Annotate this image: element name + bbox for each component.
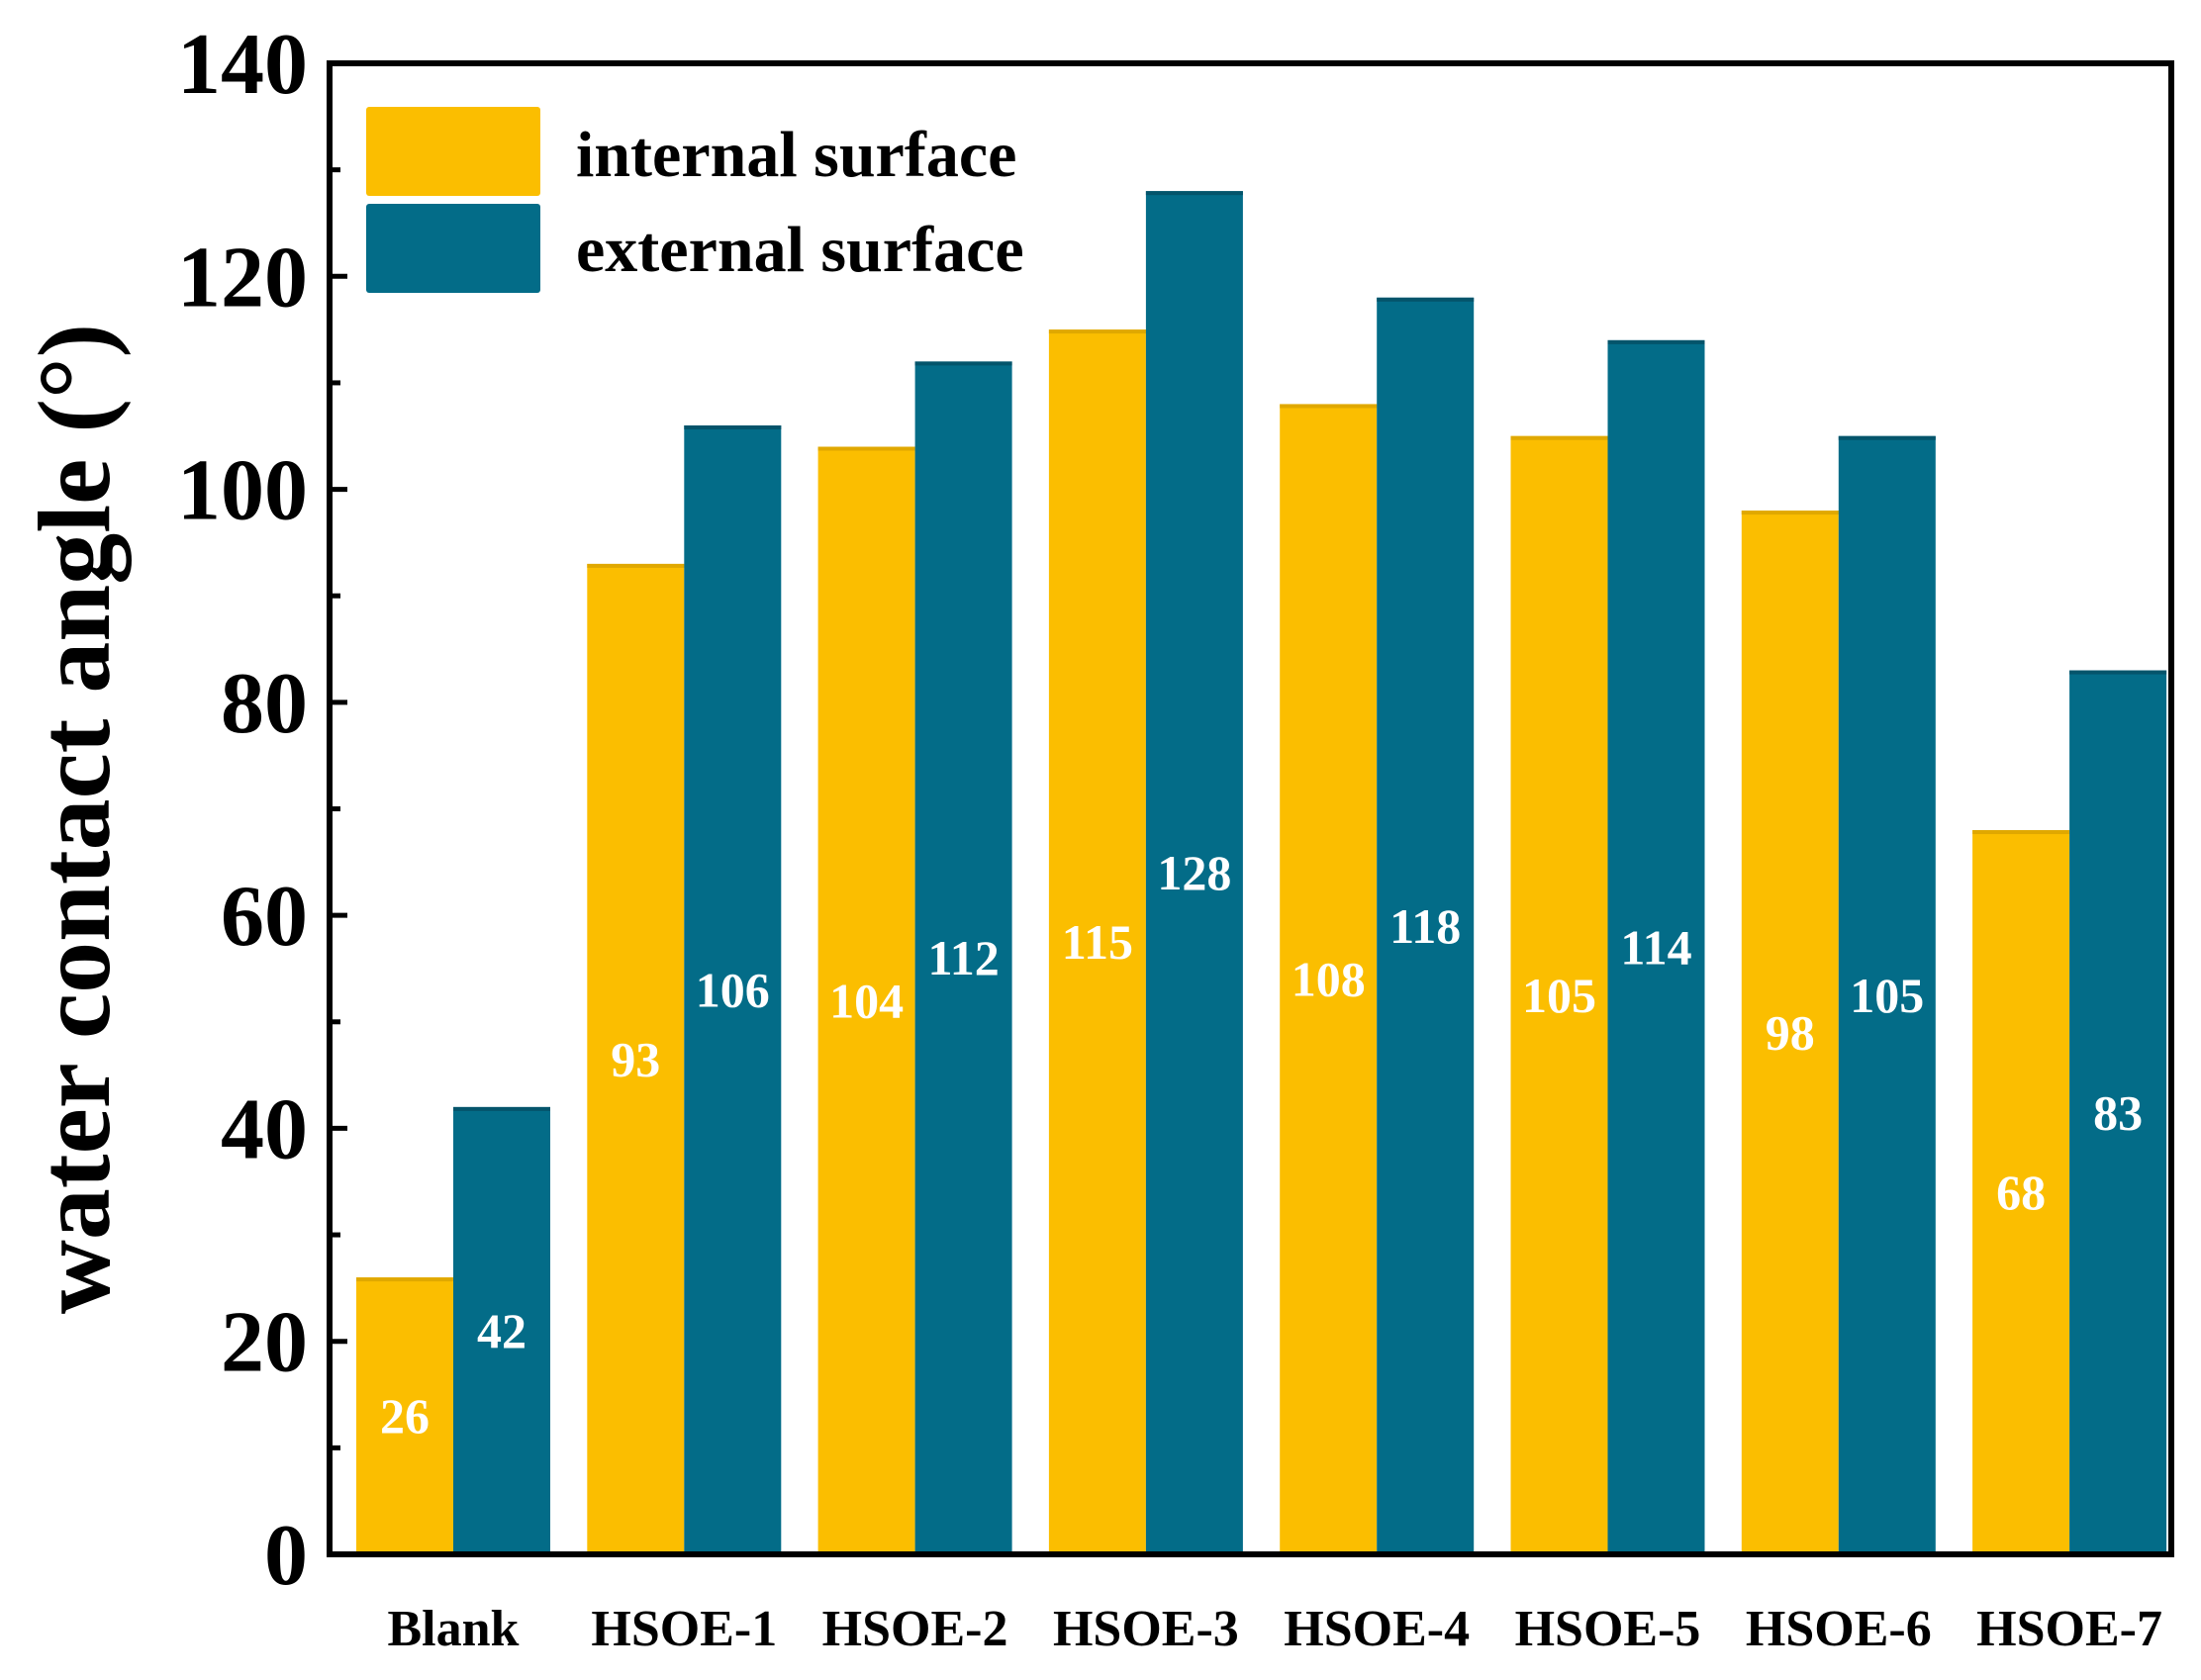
bar-edge-internal-hsoe-7 — [1972, 830, 2070, 835]
bar-value-label-internal-hsoe-5: 105 — [1522, 968, 1596, 1023]
bar-external-hsoe-4 — [1377, 297, 1475, 1554]
x-category-label-hsoe-3: HSOE-3 — [1053, 1601, 1239, 1657]
bars-layer — [356, 191, 2167, 1555]
bar-value-label-external-blank: 42 — [477, 1303, 526, 1358]
bar-edge-external-blank — [453, 1106, 550, 1111]
x-category-label-hsoe-2: HSOE-2 — [822, 1601, 1008, 1657]
bar-internal-hsoe-3 — [1048, 329, 1146, 1554]
bar-internal-hsoe-7 — [1972, 830, 2070, 1554]
legend-swatch-external-surface — [366, 204, 540, 293]
legend: internal surface external surface — [366, 107, 1024, 293]
bar-edge-internal-blank — [356, 1277, 453, 1282]
y-axis-title: water contact angle (°) — [18, 324, 132, 1314]
y-tick-label-100: 100 — [177, 443, 308, 539]
bar-edge-external-hsoe-5 — [1607, 339, 1705, 344]
bar-labels-layer: 26 42 93 106 104 112 115 128 108 118 105 114 98 105 68… — [380, 845, 2143, 1444]
bar-edge-internal-hsoe-5 — [1510, 435, 1608, 440]
x-category-label-hsoe-5: HSOE-5 — [1515, 1601, 1701, 1657]
legend-swatch-internal-surface — [366, 107, 540, 196]
bar-external-hsoe-3 — [1145, 191, 1243, 1555]
bar-edge-external-hsoe-4 — [1377, 297, 1475, 302]
bar-edge-internal-hsoe-4 — [1280, 404, 1378, 409]
bar-external-hsoe-7 — [2069, 670, 2167, 1554]
bar-edge-external-hsoe-3 — [1145, 191, 1243, 196]
bar-external-blank — [453, 1106, 550, 1554]
bar-internal-hsoe-2 — [817, 446, 915, 1554]
bar-value-label-external-hsoe-6: 105 — [1850, 968, 1924, 1023]
legend-label-internal-surface: internal surface — [576, 119, 1016, 191]
bar-internal-hsoe-5 — [1510, 435, 1608, 1554]
x-category-label-hsoe-4: HSOE-4 — [1284, 1601, 1470, 1657]
bar-edge-external-hsoe-6 — [1838, 435, 1936, 440]
y-tick-label-20: 20 — [221, 1295, 308, 1391]
bar-edge-internal-hsoe-6 — [1741, 511, 1839, 515]
bar-value-label-internal-blank: 26 — [380, 1388, 430, 1444]
x-category-label-blank: Blank — [388, 1601, 520, 1657]
legend-label-external-surface: external surface — [576, 214, 1024, 286]
bar-value-label-internal-hsoe-2: 104 — [829, 973, 904, 1028]
bar-edge-internal-hsoe-3 — [1048, 329, 1146, 334]
bar-external-hsoe-5 — [1607, 339, 1705, 1554]
y-tick-label-60: 60 — [221, 869, 308, 965]
bar-value-label-internal-hsoe-3: 115 — [1062, 914, 1133, 970]
y-tick-label-40: 40 — [221, 1081, 308, 1177]
x-category-label-hsoe-6: HSOE-6 — [1746, 1601, 1932, 1657]
bar-value-label-external-hsoe-1: 106 — [696, 962, 770, 1017]
y-tick-label-120: 120 — [177, 230, 308, 326]
bar-value-label-external-hsoe-4: 118 — [1389, 898, 1461, 954]
bar-value-label-external-hsoe-2: 112 — [927, 930, 999, 985]
bar-edge-external-hsoe-1 — [684, 424, 782, 429]
bar-value-label-external-hsoe-7: 83 — [2093, 1084, 2143, 1140]
x-axis-category-labels: Blank HSOE-1 HSOE-2 HSOE-3 HSOE-4 HSOE-5 HSOE-… — [388, 1601, 2163, 1657]
bar-internal-hsoe-1 — [587, 563, 685, 1554]
bar-external-hsoe-1 — [684, 424, 782, 1554]
y-tick-label-0: 0 — [264, 1508, 308, 1604]
x-category-label-hsoe-7: HSOE-7 — [1976, 1601, 2162, 1657]
bar-value-label-internal-hsoe-4: 108 — [1292, 952, 1366, 1007]
bar-internal-hsoe-6 — [1741, 511, 1839, 1554]
bar-internal-blank — [356, 1277, 453, 1554]
bar-value-label-internal-hsoe-1: 93 — [611, 1031, 660, 1086]
bar-edge-internal-hsoe-1 — [587, 563, 685, 568]
y-tick-label-140: 140 — [177, 17, 308, 113]
x-category-label-hsoe-1: HSOE-1 — [591, 1601, 777, 1657]
bar-value-label-internal-hsoe-7: 68 — [1996, 1165, 2046, 1220]
bar-internal-hsoe-4 — [1280, 404, 1378, 1554]
bar-edge-internal-hsoe-2 — [817, 446, 915, 451]
bar-edge-external-hsoe-2 — [914, 361, 1012, 366]
bar-value-label-internal-hsoe-6: 98 — [1766, 1005, 1815, 1061]
bar-value-label-external-hsoe-3: 128 — [1157, 845, 1231, 900]
y-tick-label-80: 80 — [221, 656, 308, 752]
y-axis-ticks: 0 20 40 60 80 100 120 140 — [177, 17, 347, 1604]
bar-value-label-external-hsoe-5: 114 — [1620, 919, 1691, 975]
bar-external-hsoe-6 — [1838, 435, 1936, 1554]
bar-edge-external-hsoe-7 — [2069, 670, 2167, 675]
bar-external-hsoe-2 — [914, 361, 1012, 1554]
